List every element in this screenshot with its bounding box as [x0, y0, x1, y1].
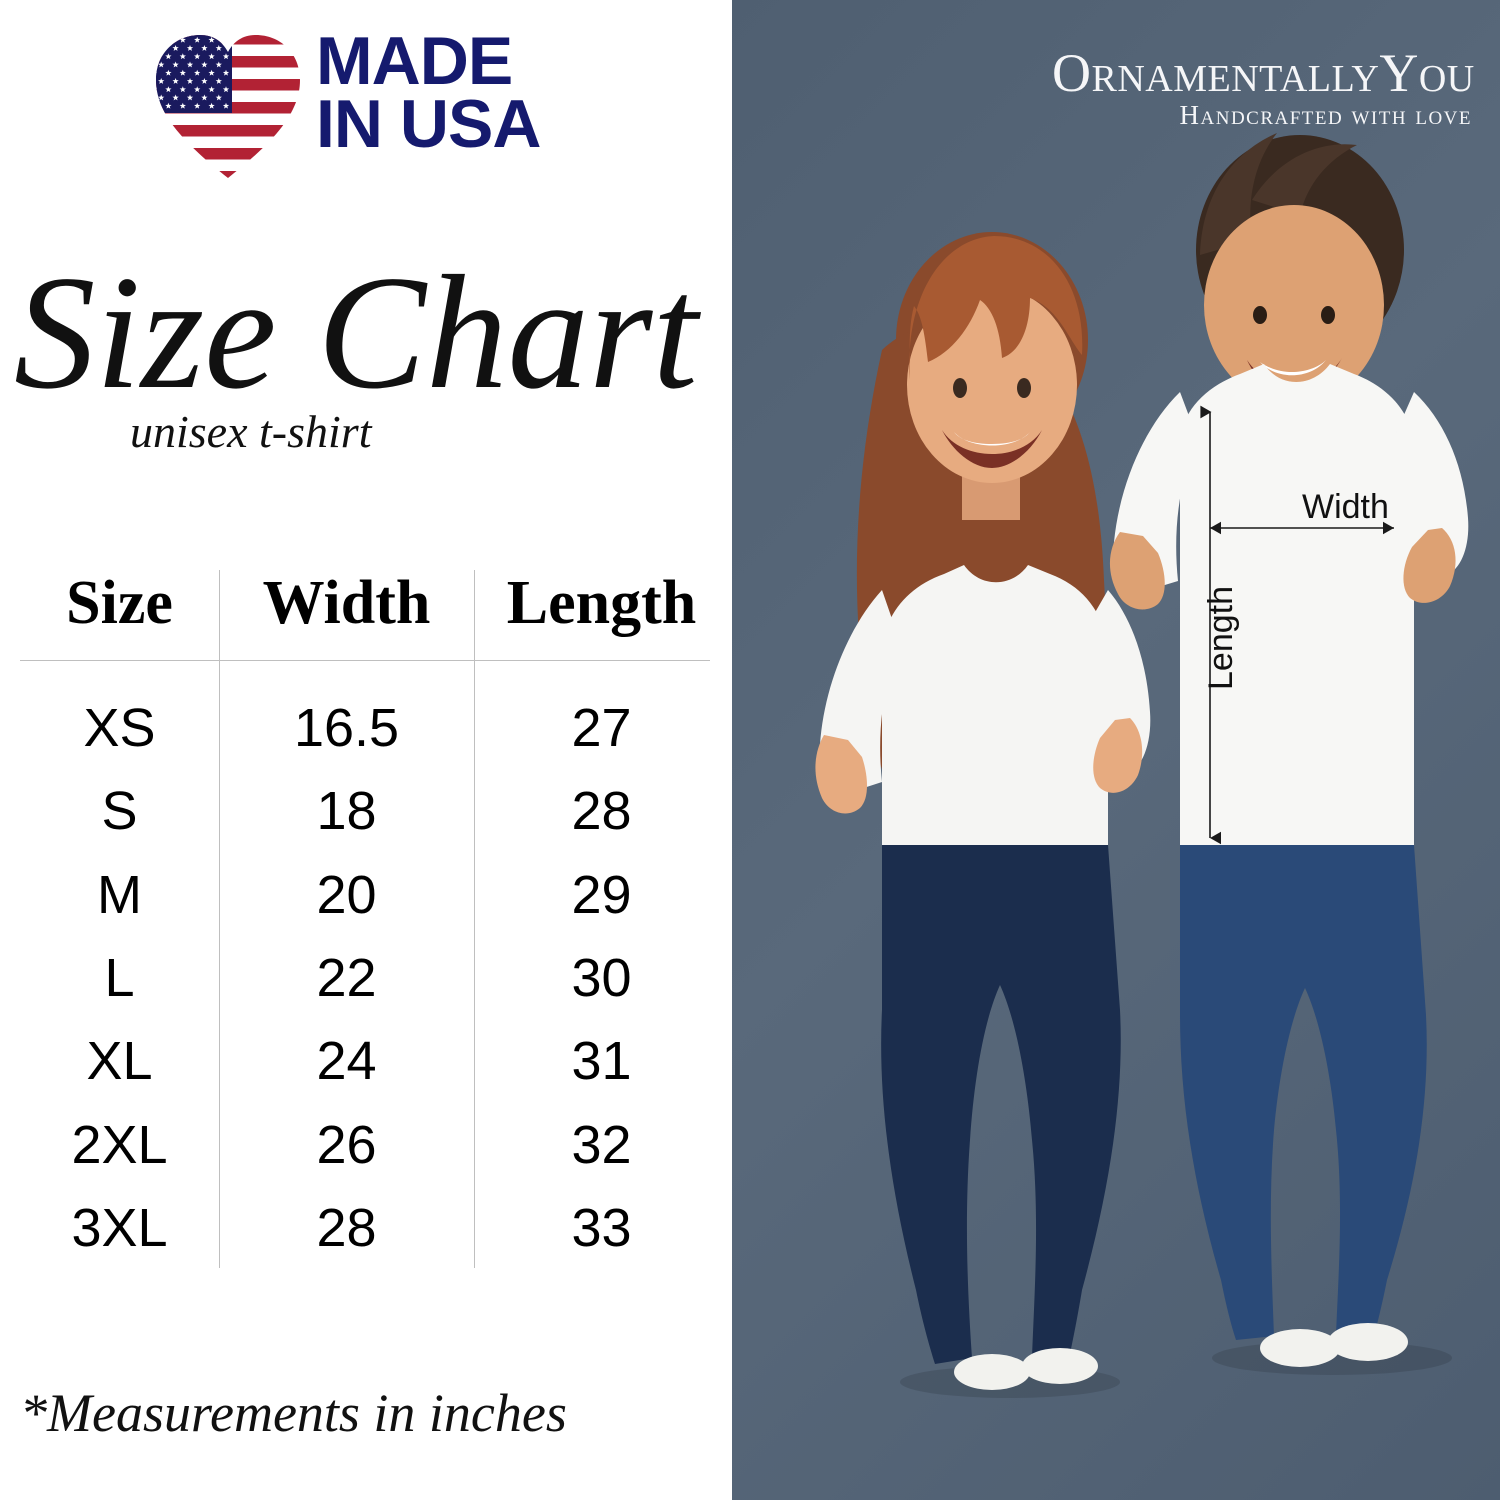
svg-text:Length: Length: [1202, 586, 1240, 690]
svg-text:Width: Width: [1302, 488, 1389, 526]
